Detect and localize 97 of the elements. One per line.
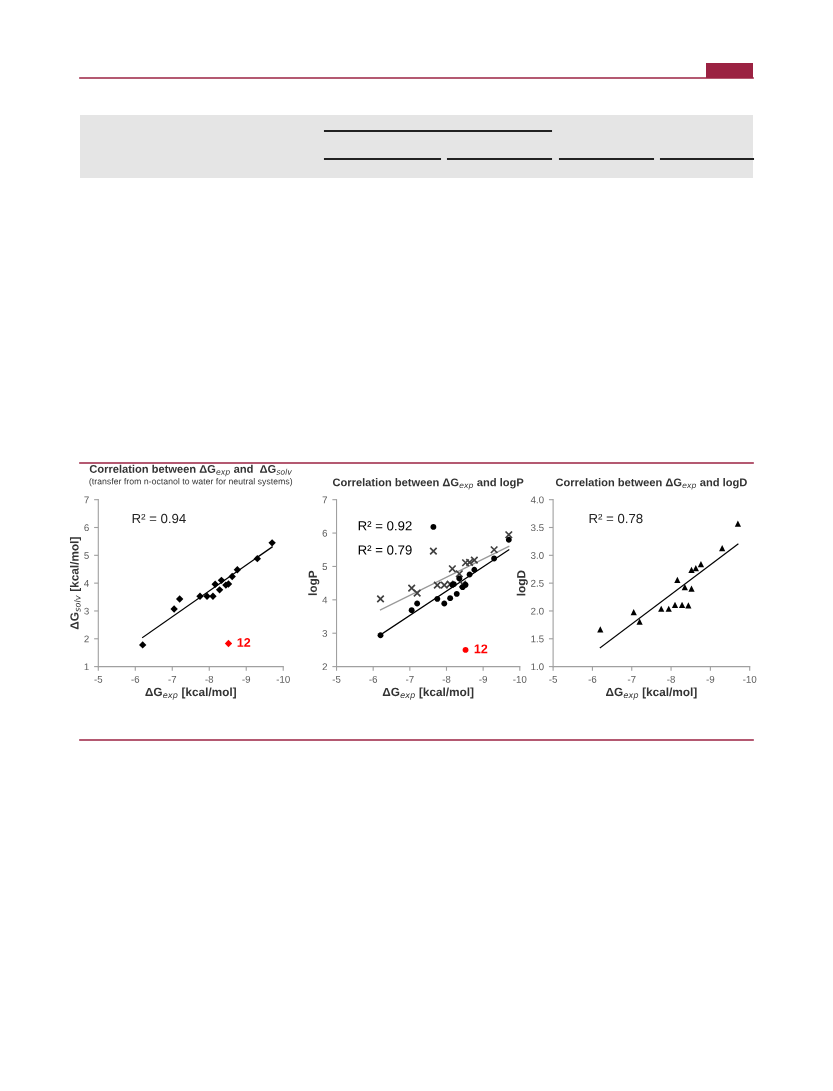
- y-tick-label: 3: [322, 629, 328, 637]
- y-tick-label: 3.0: [530, 552, 544, 559]
- y-tick-label: 1.5: [531, 635, 544, 643]
- x-tick-label: -10: [513, 675, 527, 683]
- point: [466, 571, 473, 578]
- point: [407, 584, 416, 593]
- y-tick-label: 5: [84, 552, 89, 559]
- point: [678, 601, 686, 608]
- x-tick-label: -10: [743, 675, 757, 683]
- chart-title: Correlation between ΔG$_{exp}$ and ΔG$_{solv}$: [89, 464, 292, 477]
- point: [448, 564, 457, 573]
- annotation: 12: [237, 638, 251, 647]
- x-tick-label: -7: [168, 675, 177, 683]
- point: [636, 618, 643, 625]
- point: [719, 544, 726, 552]
- legend-label: R² = 0.92: [358, 521, 412, 531]
- annotation: R² = 0.78: [589, 513, 643, 524]
- chart-subtitle: (transfer from n-octanol to water for neutral systems): [89, 477, 293, 487]
- x-tick-label: -6: [588, 675, 597, 683]
- y-tick-label: 4: [322, 596, 328, 604]
- x-tick-label: -9: [706, 675, 715, 683]
- point: [504, 530, 513, 539]
- point: [688, 566, 695, 573]
- point: [455, 569, 464, 578]
- y-tick-label: 1.0: [531, 663, 544, 671]
- x-tick-label: -5: [332, 675, 341, 683]
- y-axis-title: ΔG$_{solv}$ [kcal/mol]: [69, 537, 81, 630]
- point: [139, 641, 147, 649]
- point: [211, 580, 219, 588]
- point: [233, 566, 242, 574]
- point: [671, 601, 679, 608]
- point: [692, 565, 699, 572]
- legend-label: R² = 0.79: [358, 545, 412, 555]
- y-tick-label: 7: [322, 496, 328, 504]
- point: [434, 595, 441, 602]
- x-tick-label: -10: [276, 675, 290, 683]
- point: [471, 566, 478, 573]
- y-axis-title: logD: [516, 570, 528, 596]
- x-tick-label: -5: [549, 675, 558, 683]
- point: [453, 590, 460, 597]
- chart-title: Correlation between ΔG$_{exp}$ and logD: [555, 478, 747, 490]
- point: [447, 595, 454, 602]
- y-tick-label: 1: [84, 663, 89, 671]
- point: [413, 589, 422, 598]
- point: [376, 594, 385, 603]
- y-tick-label: 2.5: [531, 579, 544, 587]
- x-tick-label: -6: [131, 675, 140, 683]
- point: [665, 605, 672, 612]
- point: [458, 580, 467, 589]
- y-tick-label: 4.0: [530, 496, 544, 504]
- annotation: R² = 0.94: [132, 513, 186, 524]
- point: [505, 536, 512, 543]
- x-tick-label: -9: [479, 675, 487, 683]
- point: [658, 605, 665, 612]
- y-tick-label: 3: [84, 607, 89, 615]
- y-tick-label: 5: [322, 563, 328, 571]
- point: [414, 600, 421, 607]
- point: [734, 520, 742, 527]
- x-axis-title: ΔG$_{exp}$ [kcal/mol]: [382, 687, 474, 700]
- y-axis-title: logP: [308, 570, 320, 596]
- point: [697, 561, 705, 568]
- x-axis-title: ΔG$_{exp}$ [kcal/mol]: [606, 687, 697, 700]
- y-tick-label: 6: [84, 524, 89, 532]
- point: [630, 608, 637, 616]
- x-tick-label: -7: [627, 675, 636, 683]
- point: [688, 585, 695, 592]
- y-tick-label: 4: [84, 579, 89, 587]
- point: [228, 572, 236, 581]
- point: [674, 576, 681, 583]
- x-tick-label: -8: [205, 675, 214, 683]
- y-tick-label: 6: [322, 529, 328, 537]
- point: [224, 639, 233, 648]
- x-tick-label: -8: [442, 675, 451, 683]
- point: [175, 595, 184, 603]
- point: [490, 545, 499, 554]
- point: [217, 576, 226, 585]
- x-tick-label: -5: [94, 675, 103, 683]
- point: [253, 554, 262, 563]
- point: [408, 607, 415, 614]
- x-tick-label: -9: [242, 675, 251, 683]
- x-axis-title: ΔG$_{exp}$ [kcal/mol]: [145, 687, 236, 700]
- annotation: 12: [474, 644, 488, 654]
- point: [685, 602, 692, 609]
- point: [377, 632, 384, 639]
- point: [215, 586, 224, 594]
- y-tick-label: 2: [322, 663, 328, 671]
- point: [491, 555, 498, 562]
- y-tick-label: 2.0: [531, 607, 544, 615]
- point: [462, 646, 469, 653]
- point: [681, 583, 688, 591]
- x-tick-label: -8: [667, 675, 675, 683]
- y-tick-label: 2: [84, 635, 89, 643]
- x-tick-label: -7: [405, 675, 414, 683]
- x-tick-label: -6: [369, 675, 378, 683]
- y-tick-label: 7: [84, 496, 89, 504]
- chart-title: Correlation between ΔG$_{exp}$ and logP: [332, 478, 524, 490]
- y-tick-label: 3.5: [530, 524, 544, 532]
